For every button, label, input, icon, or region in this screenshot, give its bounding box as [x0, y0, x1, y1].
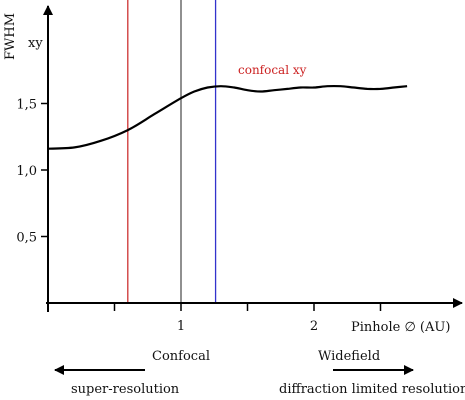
y-tick-label-1,5: 1,5 [16, 98, 37, 113]
super-resolution-label: super-resolution [71, 382, 180, 397]
y-axis-subtitle: xy [28, 36, 43, 51]
diffraction-limited-label: diffraction limited resolution [279, 382, 465, 397]
series-label-confocal-xy: confocal xy [238, 63, 307, 77]
widefield-label: Widefield [318, 349, 380, 364]
vertical-lines-group [127, 0, 217, 303]
x-tick-label-1: 1 [177, 319, 185, 334]
confocal-label: Confocal [152, 349, 210, 364]
y-tick-label-1,0: 1,0 [16, 164, 37, 179]
series-line-confocal-xy [47, 84, 408, 150]
x-tick-label-2: 2 [310, 319, 318, 334]
y-tick-label-0,5: 0,5 [16, 231, 37, 246]
x-axis-title: Pinhole ∅ (AU) [351, 320, 450, 335]
y-ticks-group: 0,5 1,0 1,5 [16, 98, 48, 246]
y-axis-title: FWHM [3, 13, 18, 60]
